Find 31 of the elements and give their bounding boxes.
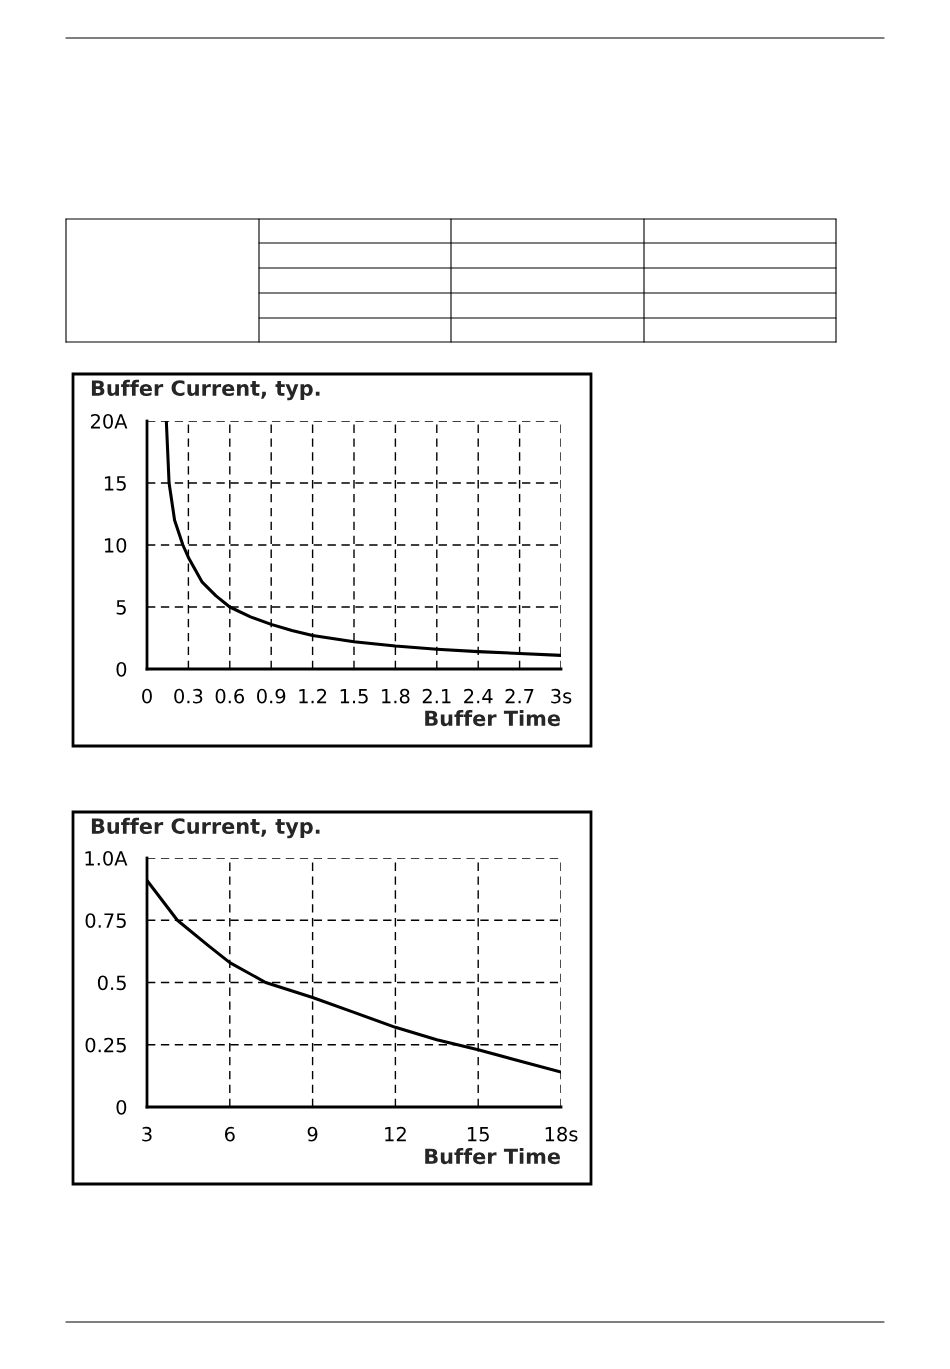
x-tick-label: 3s (551, 688, 572, 704)
x-tick-label: 2.7 (505, 688, 534, 704)
x-tick-label: 0.6 (215, 688, 245, 704)
x-tick-label: 15 (467, 1127, 489, 1142)
x-tick-label: 0.9 (257, 688, 286, 704)
x-tick-label: 2.1 (422, 688, 451, 704)
x-tick-label: 2.4 (464, 688, 493, 704)
chart-title: Buffer Current, typ. (91, 379, 320, 401)
x-tick-label: 3 (142, 1126, 152, 1142)
y-tick-label: 5 (116, 600, 126, 615)
x-axis-title: Buffer Time (425, 710, 560, 727)
y-tick-label: 0.75 (85, 913, 126, 928)
x-tick-label: 0 (142, 688, 152, 704)
x-axis-title: Buffer Time (425, 1148, 560, 1165)
y-tick-label: 0.5 (97, 975, 126, 991)
chart-title: Buffer Current, typ. (91, 817, 320, 839)
x-tick-label: 12 (385, 1126, 406, 1142)
y-tick-label: 0 (116, 1099, 127, 1115)
y-tick-label: 10 (104, 537, 127, 553)
y-tick-label: 1.0A (85, 850, 128, 866)
x-tick-label: 1.5 (340, 689, 368, 704)
y-tick-label: 0 (116, 661, 127, 677)
x-tick-label: 0.3 (174, 688, 203, 704)
x-tick-label: 6 (224, 1126, 235, 1142)
x-tick-label: 1.2 (299, 688, 327, 704)
x-tick-label: 9 (307, 1126, 318, 1142)
x-tick-label: 18s (545, 1126, 578, 1142)
y-tick-label: 20A (90, 413, 128, 429)
y-tick-label: 0.25 (85, 1037, 126, 1053)
y-tick-label: 15 (104, 476, 126, 491)
x-tick-label: 1.8 (382, 688, 410, 704)
